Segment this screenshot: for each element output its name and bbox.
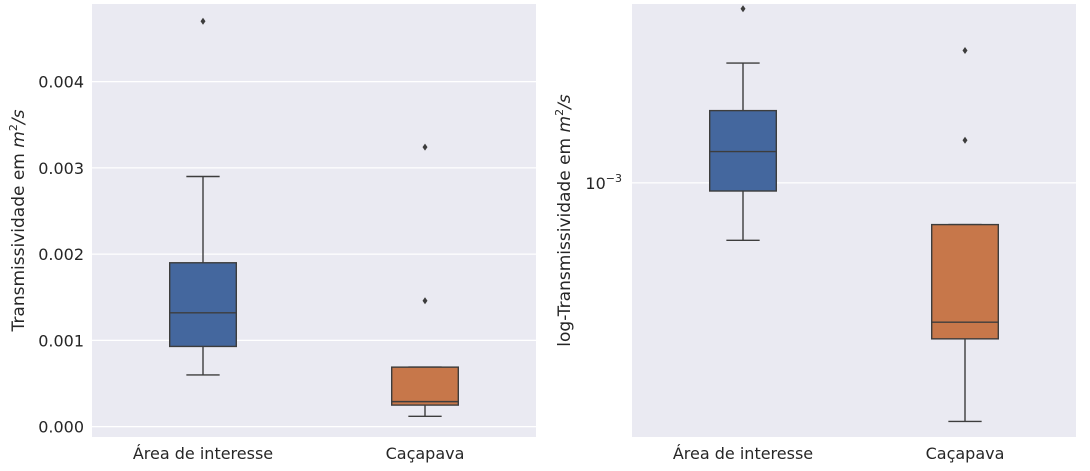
box-1 <box>709 5 778 242</box>
outlier-point <box>200 17 206 25</box>
box-2 <box>391 143 460 417</box>
y-tick-label: 0.001 <box>38 331 84 350</box>
chart-panel-2: 10−3 log-Transmissividade em m2/s Área de … <box>553 4 1076 463</box>
plot-background <box>632 4 1076 437</box>
outlier-point <box>422 143 428 151</box>
y-tick-label: 0.003 <box>38 159 84 178</box>
x-tick-label: Caçapava <box>926 444 1005 463</box>
box-2 <box>931 47 1000 423</box>
y-tick-label: 0.000 <box>38 418 84 437</box>
outlier-point <box>740 5 746 13</box>
x-tick-label: Área de interesse <box>673 444 813 463</box>
box-iqr <box>931 223 1000 340</box>
y-tick-label: 10−3 <box>585 172 622 193</box>
chart-panel-1: 0.000 0.001 0.002 0.003 0.004 Transmissividad… <box>7 4 536 463</box>
box-1 <box>168 17 237 376</box>
y-tick-label: 0.004 <box>38 73 84 92</box>
y-tick-label: 0.002 <box>38 245 84 264</box>
x-tick-label: Área de interesse <box>133 444 273 463</box>
y-axis-label: log-Transmissividade em m2/s <box>553 94 575 346</box>
box-iqr <box>168 262 237 348</box>
x-tick-label: Caçapava <box>386 444 465 463</box>
box-iqr <box>391 366 460 406</box>
box-iqr <box>709 109 778 192</box>
y-axis-label: Transmissividade em m2/s <box>7 109 29 332</box>
plot-background <box>92 4 536 437</box>
outlier-point <box>422 297 428 305</box>
outlier-point <box>962 47 968 55</box>
outlier-point <box>962 136 968 144</box>
